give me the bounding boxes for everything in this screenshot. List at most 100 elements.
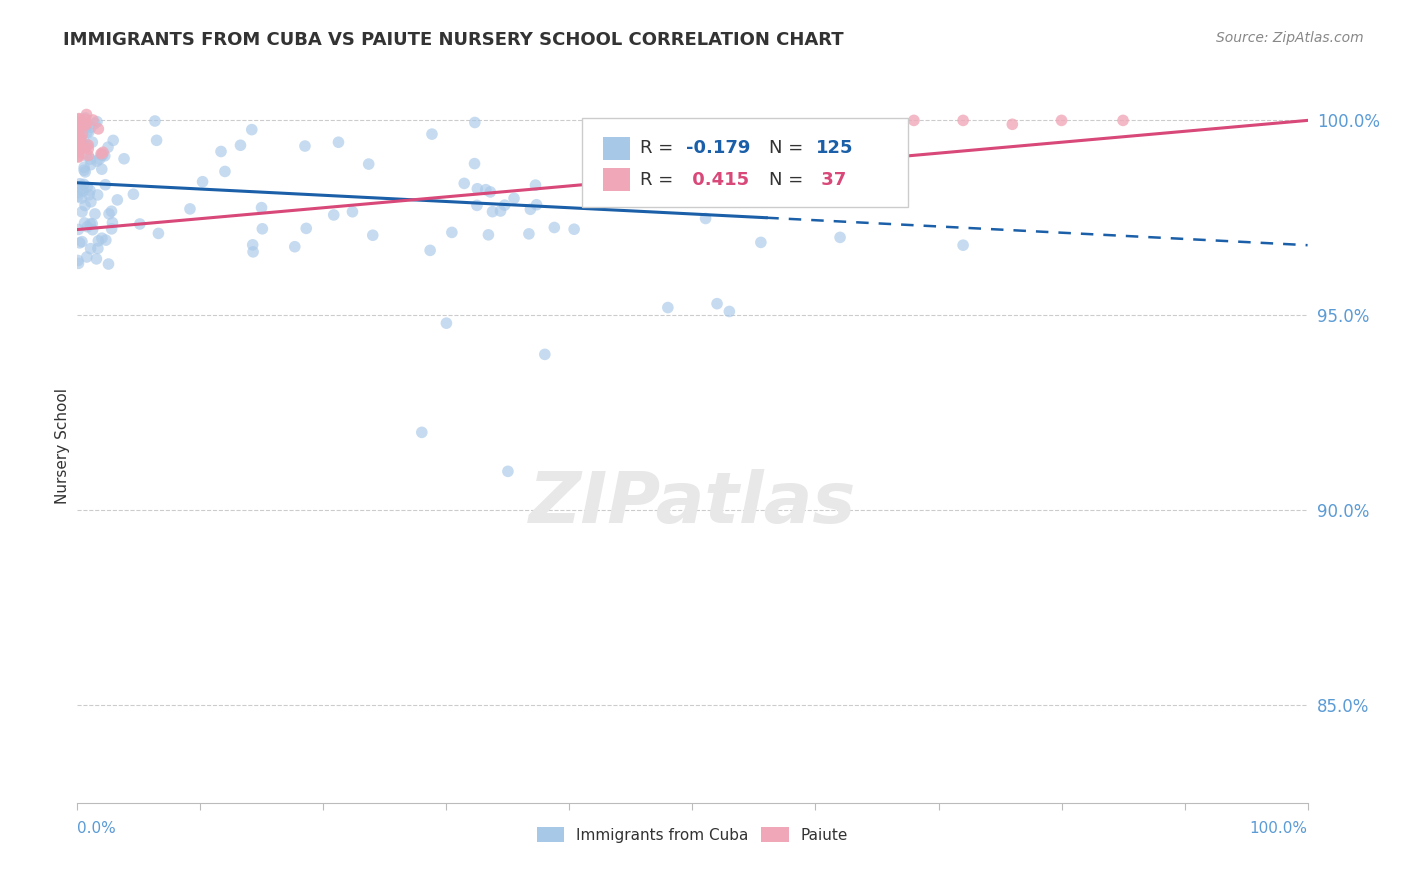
Point [526, 198, 548, 212]
Point [76, 250, 98, 264]
Point [67, 115, 90, 129]
Point [77, 148, 100, 162]
Point [101, 133, 124, 147]
Point [83, 116, 105, 130]
Point [67, 133, 90, 147]
Point [66, 130, 89, 145]
Point [90, 146, 112, 161]
Point [143, 114, 166, 128]
Point [420, 127, 443, 141]
Point [66, 149, 89, 163]
Point [112, 152, 135, 166]
Point [768, 169, 790, 184]
Point [75, 165, 97, 179]
Bar [603, 137, 630, 160]
Point [105, 193, 128, 207]
Point [70, 138, 93, 153]
Point [67, 222, 90, 236]
Point [87, 234, 110, 248]
Point [67, 112, 90, 127]
Point [75, 111, 97, 125]
Text: 125: 125 [815, 139, 853, 157]
Point [242, 237, 264, 252]
Point [98, 207, 121, 221]
Point [342, 204, 364, 219]
Point [436, 316, 458, 330]
Text: ZIPatlas: ZIPatlas [529, 468, 856, 538]
Point [84, 207, 107, 221]
Point [657, 301, 679, 315]
Point [73, 216, 96, 230]
Point [357, 157, 380, 171]
Point [79, 183, 101, 197]
Point [903, 113, 925, 128]
Point [706, 296, 728, 310]
Text: 0.0%: 0.0% [77, 821, 117, 836]
Point [804, 117, 827, 131]
Point [70, 131, 93, 145]
Point [322, 208, 344, 222]
Point [101, 216, 124, 230]
Point [477, 227, 499, 242]
Point [90, 148, 112, 162]
Point [76, 180, 98, 194]
Point [89, 152, 111, 166]
Point [718, 304, 741, 318]
Point [475, 183, 498, 197]
Point [69, 177, 91, 191]
Point [543, 220, 565, 235]
Point [294, 139, 316, 153]
Point [517, 227, 540, 241]
Point [1050, 113, 1073, 128]
Point [481, 204, 503, 219]
Point [75, 118, 97, 132]
Point [419, 244, 441, 258]
Point [70, 182, 93, 196]
Point [100, 222, 122, 236]
Point [361, 228, 384, 243]
Point [75, 149, 97, 163]
Point [179, 202, 201, 216]
Point [79, 152, 101, 166]
Point [66, 128, 89, 143]
Point [73, 112, 96, 127]
Point [830, 230, 852, 244]
Point [67, 143, 90, 157]
Point [411, 425, 433, 440]
Point [100, 204, 122, 219]
Point [76, 138, 98, 153]
Point [67, 112, 90, 126]
Point [86, 252, 108, 266]
Point [145, 133, 167, 147]
Point [70, 235, 93, 249]
Point [70, 191, 93, 205]
Point [69, 235, 91, 250]
Point [440, 226, 463, 240]
Point [86, 114, 108, 128]
Point [79, 158, 101, 172]
Point [209, 145, 232, 159]
Point [87, 241, 110, 255]
Point [97, 257, 120, 271]
Point [67, 150, 90, 164]
Text: R =: R = [640, 171, 679, 189]
Text: R =: R = [640, 139, 679, 157]
Point [67, 256, 90, 270]
Text: N =: N = [769, 139, 808, 157]
Point [77, 138, 100, 153]
Point [91, 145, 114, 160]
Point [250, 201, 273, 215]
Point [66, 253, 89, 268]
Point [76, 219, 98, 234]
FancyBboxPatch shape [582, 118, 908, 207]
Text: IMMIGRANTS FROM CUBA VS PAIUTE NURSERY SCHOOL CORRELATION CHART: IMMIGRANTS FROM CUBA VS PAIUTE NURSERY S… [63, 31, 844, 49]
Point [191, 175, 214, 189]
Text: -0.179: -0.179 [686, 139, 751, 157]
Point [952, 113, 974, 128]
Point [562, 222, 585, 236]
Point [66, 117, 89, 131]
Point [1001, 117, 1024, 131]
Point [66, 122, 89, 136]
Point [69, 131, 91, 145]
Point [1112, 113, 1135, 128]
